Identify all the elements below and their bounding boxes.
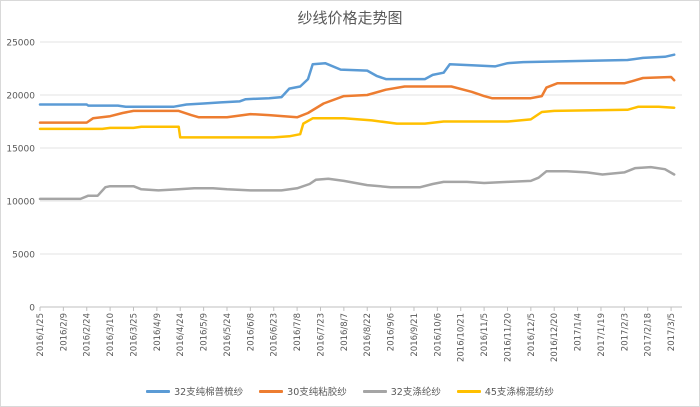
chart-title: 纱线价格走势图 [297,9,403,27]
x-tick-label: 2016/8/7 [340,313,350,351]
legend-label: 32支涤纶纱 [390,387,441,398]
legend-label: 30支纯粘胶纱 [287,387,347,398]
x-tick-label: 2016/10/6 [433,313,443,357]
x-tick-label: 2016/9/21 [410,313,420,357]
y-tick-label: 10000 [6,198,35,208]
y-tick-label: 5000 [12,251,35,261]
line-chart: 0 5000 10000 15000 20000 25000 2016/1/25 2016/2… [6,39,682,362]
x-tick-label: 2017/2/3 [620,313,630,351]
legend-swatch [362,389,387,393]
x-tick-label: 2017/3/5 [667,313,677,351]
x-tick-label: 2016/11/20 [503,313,513,362]
y-tick-label: 25000 [6,39,35,49]
x-tick-label: 2016/7/8 [293,313,303,351]
legend-swatch [146,389,171,393]
x-tick-label: 2016/12/20 [550,313,560,362]
legend-swatch [456,389,481,393]
x-tick-label: 2016/7/23 [316,313,326,357]
x-tick-label: 2016/11/5 [480,313,490,357]
x-tick-label: 2016/9/6 [387,313,397,351]
x-tick-label: 2016/3/25 [129,313,139,357]
x-tick-label: 2016/2/24 [83,313,93,357]
legend-label: 45支涤棉混纺纱 [484,387,554,398]
x-tick-label: 2017/2/18 [644,313,654,357]
legend-item-4: 45支涤棉混纺纱 [456,384,554,398]
x-tick-label: 2016/8/22 [363,313,373,357]
legend-item-2: 30支纯粘胶纱 [259,384,347,398]
x-tick-label: 2017/1/19 [597,313,607,357]
chart-legend: 32支纯棉普梳纱 30支纯粘胶纱 32支涤纶纱 45支涤棉混纺纱 [0,383,700,399]
x-tick-label: 2016/10/21 [457,313,467,362]
legend-label: 32支纯棉普梳纱 [174,387,244,398]
y-tick-label: 0 [29,304,35,314]
x-tick-label: 2016/5/9 [200,313,210,351]
series-line-1 [38,53,676,108]
x-tick-label: 2016/3/10 [106,313,116,357]
x-tick-label: 2016/5/24 [223,313,233,357]
legend-item-3: 32支涤纶纱 [362,384,441,398]
y-tick-label: 20000 [6,92,35,102]
x-tick-label: 2016/12/5 [527,313,537,357]
x-tick-label: 2016/1/25 [36,313,46,357]
series-line-2 [38,75,676,124]
x-tick-label: 2016/4/24 [176,313,186,357]
x-tick-label: 2016/4/9 [153,313,163,351]
series-line-3 [38,165,676,201]
legend-swatch [259,389,284,393]
x-tick-label: 2016/6/8 [246,313,256,351]
x-tick-label: 2016/2/9 [59,313,69,351]
x-tick-label: 2017/1/4 [574,313,584,351]
legend-item-1: 32支纯棉普梳纱 [146,384,243,398]
x-tick-label: 2016/6/23 [270,313,280,357]
series-line-4 [38,105,676,139]
y-tick-label: 15000 [6,145,35,155]
